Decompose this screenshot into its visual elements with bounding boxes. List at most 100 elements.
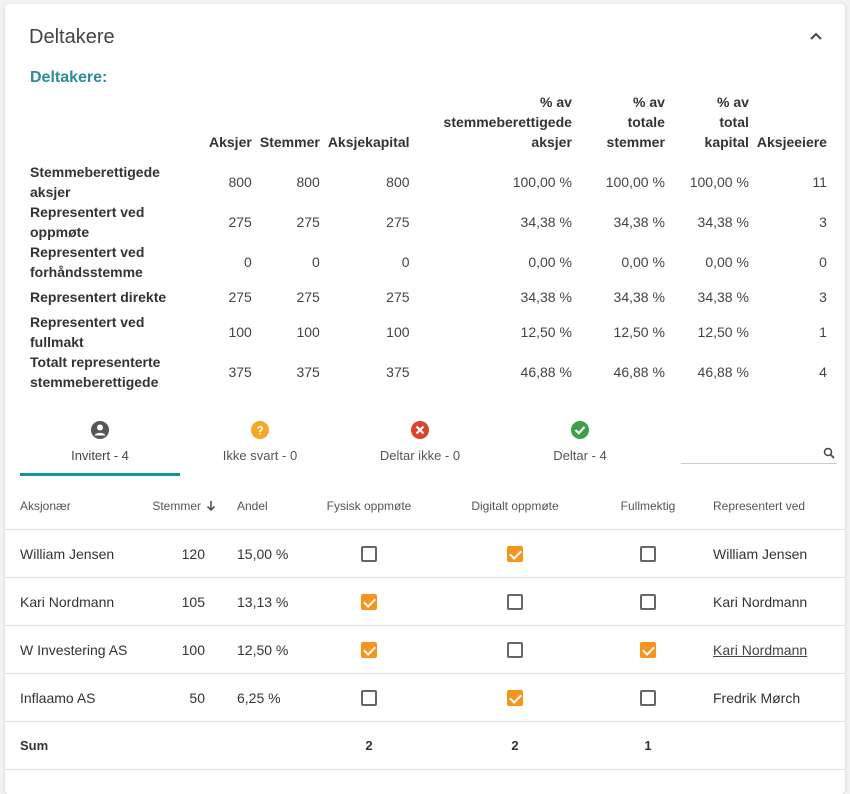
shareholder-votes: 100 [181, 641, 205, 658]
summary-cell: 0,00 % [528, 254, 572, 270]
shareholder-share: 15,00 % [237, 545, 289, 562]
person-circle-icon [91, 421, 109, 439]
table-row: Inflaamo AS 50 6,25 % Fredrik Mørch [5, 674, 845, 722]
physical-attendance-checkbox[interactable] [361, 641, 377, 658]
proxy-checkbox-cell [598, 626, 698, 673]
shareholder-share: 13,13 % [237, 593, 289, 610]
summary-header-pct-total-capital: % av total kapital [704, 94, 749, 150]
summary-row-label: Representert ved oppmøte [30, 204, 145, 240]
represented-by: William Jensen [713, 545, 808, 562]
tab-invitert[interactable]: Invitert - 4 [20, 414, 180, 476]
physical-attendance-checkbox[interactable] [361, 593, 377, 610]
summary-cell: 0 [244, 254, 252, 270]
tab-deltar-ikke[interactable]: Deltar ikke - 0 [340, 414, 500, 476]
table-row: W Investering AS 100 12,50 % Kari Nordmann [5, 626, 845, 674]
digital-attendance-checkbox-cell [465, 626, 565, 673]
represented-by: Fredrik Mørch [713, 689, 801, 706]
summary-cell: 800 [296, 174, 320, 190]
tab-label: Deltar - 4 [553, 448, 607, 463]
physical-attendance-checkbox[interactable] [361, 545, 377, 562]
table-row: William Jensen 120 15,00 % William Jensen [5, 530, 845, 578]
digital-attendance-checkbox[interactable] [507, 689, 523, 706]
header-representert[interactable]: Representert ved [713, 498, 806, 513]
card-title: Deltakere [29, 26, 115, 48]
grid-header-row: Aksjonær Stemmer Andel Fysisk oppmøte Di… [5, 482, 845, 530]
summary-cell: 34,38 % [613, 289, 665, 305]
header-stemmer-label: Stemmer [152, 498, 201, 513]
tab-ikke-svart[interactable]: ? Ikke svart - 0 [180, 414, 340, 476]
summary-cell: 12,50 % [613, 324, 665, 340]
search-field [681, 444, 837, 464]
sum-physical: 2 [365, 738, 373, 753]
summary-cell: 275 [386, 289, 410, 305]
summary-cell: 0 [401, 254, 410, 270]
summary-header-aksjeeiere: Aksjeeiere [756, 134, 827, 150]
summary-cell: 34,38 % [520, 214, 572, 230]
digital-attendance-checkbox[interactable] [507, 641, 523, 658]
proxy-checkbox[interactable] [640, 545, 656, 562]
search-icon[interactable] [823, 447, 835, 459]
digital-attendance-checkbox-cell [465, 674, 565, 721]
summary-row: Representert ved fullmakt 100 100 100 12,50 … [25, 312, 831, 352]
digital-attendance-checkbox-cell [465, 578, 565, 625]
summary-cell: 375 [228, 364, 252, 380]
proxy-checkbox[interactable] [640, 689, 656, 706]
participants-card: Deltakere Deltakere: Aksjer Stemmer Aksj… [5, 4, 845, 794]
summary-header-empty [25, 92, 205, 162]
header-fullmektig[interactable]: Fullmektig [620, 498, 676, 513]
summary-cell: 12,50 % [520, 324, 572, 340]
summary-cell: 100 [228, 324, 252, 340]
header-digitalt[interactable]: Digitalt oppmøte [471, 498, 559, 513]
digital-attendance-checkbox-cell [465, 530, 565, 577]
summary-cell: 0 [312, 254, 320, 270]
x-circle-icon [411, 421, 429, 439]
represented-by-cell: Fredrik Mørch [713, 674, 843, 721]
summary-header-pct-total-votes: % av totale stemmer [606, 94, 665, 150]
summary-header-aksjer: Aksjer [209, 134, 252, 150]
summary-row-label: Representert direkte [30, 289, 167, 305]
shareholder-share: 6,25 % [237, 689, 281, 706]
shareholder-name: Inflaamo AS [20, 689, 96, 706]
summary-cell: 4 [819, 364, 827, 380]
represented-by: Kari Nordmann [713, 593, 808, 610]
digital-attendance-checkbox[interactable] [507, 545, 523, 562]
shareholder-share: 12,50 % [237, 641, 289, 658]
status-tabs: Invitert - 4 ? Ikke svart - 0 Deltar ikk… [20, 414, 660, 476]
shareholder-name: William Jensen [20, 545, 115, 562]
summary-cell: 11 [812, 174, 827, 190]
proxy-checkbox[interactable] [640, 593, 656, 610]
represented-by-link[interactable]: Kari Nordmann [713, 641, 808, 658]
summary-cell: 275 [296, 214, 320, 230]
check-circle-icon [571, 421, 589, 439]
summary-cell: 100,00 % [512, 174, 572, 190]
sum-proxy: 1 [644, 738, 652, 753]
summary-cell: 275 [386, 214, 410, 230]
summary-row-label: Totalt representerte stemmeberettigede [30, 354, 161, 390]
represented-by-cell: William Jensen [713, 530, 843, 577]
digital-attendance-checkbox[interactable] [507, 593, 523, 610]
summary-cell: 34,38 % [613, 214, 665, 230]
summary-cell: 46,88 % [697, 364, 749, 380]
summary-cell: 0,00 % [621, 254, 665, 270]
summary-cell: 0 [819, 254, 827, 270]
question-circle-icon: ? [251, 421, 269, 439]
chevron-up-icon[interactable] [807, 28, 825, 46]
tab-deltar[interactable]: Deltar - 4 [500, 414, 660, 476]
sum-label: Sum [20, 738, 49, 753]
header-fysisk[interactable]: Fysisk oppmøte [326, 498, 412, 513]
summary-subtitle: Deltakere: [30, 69, 108, 86]
shareholder-votes: 105 [181, 593, 205, 610]
summary-cell: 275 [296, 289, 320, 305]
header-stemmer[interactable]: Stemmer [145, 482, 217, 529]
summary-cell: 12,50 % [697, 324, 749, 340]
search-input[interactable] [681, 444, 817, 462]
header-andel[interactable]: Andel [237, 498, 268, 513]
proxy-checkbox-cell [598, 674, 698, 721]
header-aksjonaer[interactable]: Aksjonær [20, 498, 71, 513]
tab-label: Ikke svart - 0 [222, 448, 298, 463]
grid-sum-row: Sum 2 2 1 [5, 722, 845, 770]
proxy-checkbox[interactable] [640, 641, 656, 658]
physical-attendance-checkbox-cell [319, 626, 419, 673]
physical-attendance-checkbox[interactable] [361, 689, 377, 706]
summary-cell: 100,00 % [605, 174, 665, 190]
